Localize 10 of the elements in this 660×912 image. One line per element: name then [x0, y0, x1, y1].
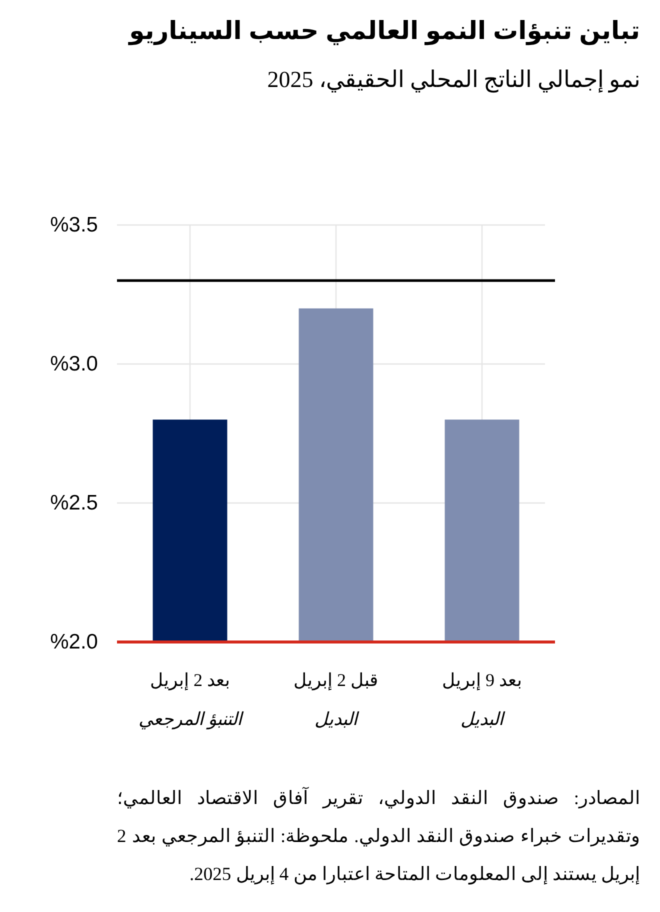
x-tick-label: بعد 2 إبريل التنبؤ المرجعي — [138, 670, 244, 730]
text: المصادر: صندوق النقد الدولي، تقرير آفاق الاقتصاد العالمي؛ وتقديرات خبراء صندوق النقد الدولي. ملحوظة: التنبؤ المرجعي بعد 2 إبريل يستند إلى المعلومات المتاحة اعتبارا من 4 إبريل 2025. — [117, 786, 640, 887]
x-tick-label: بعد 9 إبريل البديل — [442, 670, 522, 729]
chart-subtitle: نمو إجمالي الناتج المحلي الحقيقي، 2025 — [267, 66, 640, 93]
y-tick-label: %3.0 — [50, 352, 98, 376]
y-tick-label: %2.5 — [50, 492, 98, 514]
y-tick-label: %2.0 — [50, 630, 98, 654]
y-tick-label: %3.5 — [50, 214, 98, 236]
chart-title: تباين تنبؤات النمو العالمي حسب السيناريو — [129, 16, 640, 46]
x-tick-label: قبل 2 إبريل البديل — [294, 670, 378, 729]
